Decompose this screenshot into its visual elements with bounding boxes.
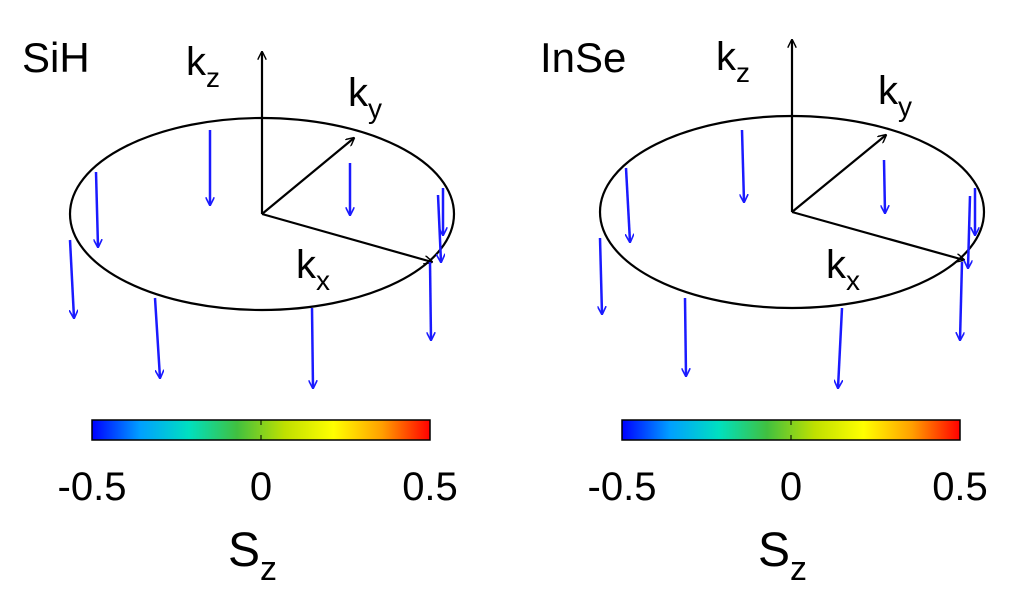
panel-title: SiH	[22, 34, 90, 81]
spin-arrow	[312, 307, 313, 388]
colorbar-tick-label: 0.5	[932, 465, 988, 509]
kz-label: kz	[186, 40, 220, 93]
colorbar-tick-label: -0.5	[588, 465, 657, 509]
spin-arrow	[685, 297, 686, 376]
spin-arrows	[600, 167, 970, 388]
ky-label: ky	[878, 69, 912, 122]
colorbar-tick-label: 0	[780, 465, 802, 509]
panel-title: InSe	[540, 34, 626, 81]
colorbar-label: Sz	[228, 524, 277, 588]
spin-arrow	[968, 195, 970, 268]
spin-arrow	[438, 194, 441, 262]
kz-label: kz	[716, 35, 750, 88]
spin-arrows	[68, 171, 441, 388]
ky-label: ky	[348, 71, 382, 124]
kx-axis-arrow	[791, 210, 964, 260]
spin-arrows	[742, 129, 975, 235]
spin-arrow	[742, 129, 744, 202]
k-axes	[262, 52, 432, 262]
kx-label: kx	[826, 243, 860, 296]
panel-sih: SiH kz ky kx -0.5 0	[22, 34, 458, 588]
ky-axis-arrow	[791, 135, 886, 213]
spin-arrow	[624, 167, 630, 242]
spin-arrow	[68, 239, 74, 318]
k-axes	[792, 40, 964, 260]
spin-arrow	[153, 297, 160, 378]
spin-arrow	[838, 307, 844, 388]
spin-arrow	[884, 159, 885, 213]
colorbar-tick-label: -0.5	[58, 465, 127, 509]
spin-arrows	[210, 130, 443, 235]
panel-inse: InSe kz ky kx -0.5 0 0.5 Sz	[540, 34, 988, 588]
colorbar-tick-label: 0.5	[402, 465, 458, 509]
kx-axis-arrow	[261, 212, 432, 262]
colorbar-tick-label: 0	[250, 465, 272, 509]
colorbar-label: Sz	[758, 524, 807, 588]
ky-axis-arrow	[261, 138, 354, 215]
spin-arrow	[430, 261, 431, 340]
spin-arrow	[960, 261, 962, 340]
spin-arrow	[600, 237, 602, 314]
spin-arrow	[96, 171, 98, 247]
kx-label: kx	[296, 243, 330, 296]
